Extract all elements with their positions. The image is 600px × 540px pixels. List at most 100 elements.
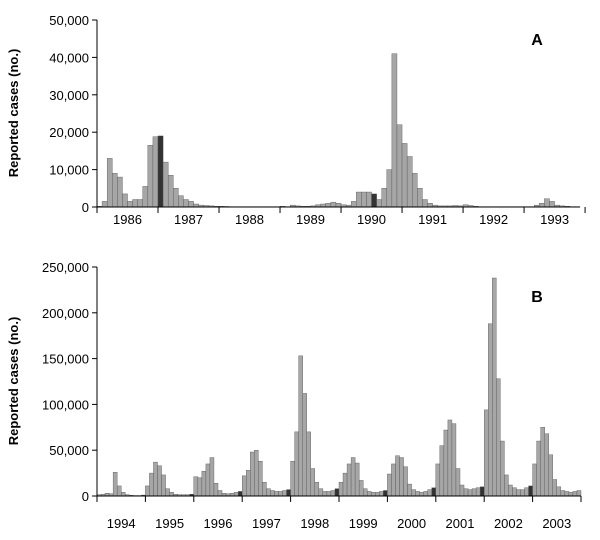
bar [295, 432, 299, 496]
y-tick-label: 50,000 [49, 13, 89, 28]
bar [537, 441, 541, 496]
bar [553, 480, 557, 496]
bar [521, 490, 525, 496]
bar [480, 487, 484, 496]
bar [153, 462, 157, 496]
y-tick-label: 0 [82, 489, 89, 504]
bar [557, 487, 561, 496]
bar [549, 201, 554, 207]
bar [133, 200, 138, 207]
x-tick-label: 1991 [418, 212, 447, 227]
bar [319, 489, 323, 496]
bar [504, 475, 508, 496]
bar [387, 170, 392, 207]
y-axis-title: Reported cases (no.) [6, 49, 21, 178]
bar [417, 188, 422, 207]
bar [168, 175, 173, 207]
bar [375, 492, 379, 496]
bar [117, 177, 122, 207]
bar [218, 491, 222, 497]
bar [326, 203, 331, 207]
bar [573, 491, 577, 496]
bar [569, 492, 573, 496]
bar [356, 192, 361, 207]
bar [488, 324, 492, 496]
bar [395, 456, 399, 496]
bar [412, 490, 416, 496]
bar [436, 464, 440, 496]
bar [500, 441, 504, 496]
bar [153, 137, 158, 207]
bar [460, 485, 464, 496]
bar [428, 490, 432, 496]
bar [148, 145, 153, 207]
bar [274, 491, 278, 496]
bar [361, 192, 366, 207]
x-tick-label: 1994 [107, 516, 136, 531]
bar [170, 492, 174, 496]
x-tick-label: 1999 [349, 516, 378, 531]
bar [539, 203, 544, 207]
bar [214, 483, 218, 496]
bar [158, 136, 163, 207]
bar [440, 446, 444, 496]
bar [412, 173, 417, 207]
x-tick-label: 1988 [235, 212, 264, 227]
bar [492, 278, 496, 496]
bar [432, 488, 436, 496]
bar [117, 486, 121, 496]
bar [456, 469, 460, 496]
bar [149, 473, 153, 496]
bar [145, 486, 149, 496]
bar [541, 427, 545, 496]
bar [238, 491, 242, 496]
bar [367, 491, 371, 496]
bar [387, 474, 391, 496]
x-tick-label: 1998 [300, 516, 329, 531]
bar [392, 54, 397, 207]
bar [283, 491, 287, 497]
bar [363, 489, 367, 496]
bar [420, 492, 424, 496]
bar [508, 485, 512, 496]
bar [258, 461, 262, 496]
bar [270, 491, 274, 497]
bar [331, 202, 336, 207]
bar [335, 489, 339, 496]
bar [561, 491, 565, 497]
bar [452, 424, 456, 496]
bar [121, 492, 125, 496]
bar [525, 488, 529, 496]
bar [407, 157, 412, 207]
bar [444, 430, 448, 496]
bar [371, 492, 375, 496]
bar [339, 482, 343, 496]
bar [359, 480, 363, 496]
bar [377, 200, 382, 207]
bar [484, 410, 488, 496]
bar [234, 492, 238, 496]
bar [448, 420, 452, 496]
bar [476, 488, 480, 496]
bar [565, 491, 569, 496]
bar [183, 200, 188, 207]
bar [545, 434, 549, 496]
bar [472, 489, 476, 496]
bar [178, 196, 183, 207]
bar [379, 491, 383, 496]
bar [383, 491, 387, 497]
x-tick-label: 1997 [252, 516, 281, 531]
panel-label: A [531, 32, 543, 49]
bar [162, 475, 166, 496]
bar [254, 450, 258, 496]
bar [210, 458, 214, 496]
y-tick-label: 150,000 [42, 352, 89, 367]
bar [138, 200, 143, 207]
bar [331, 491, 335, 497]
bar [246, 470, 250, 496]
bar [391, 464, 395, 496]
bar [198, 478, 202, 496]
bar [468, 490, 472, 496]
bar [287, 490, 291, 496]
bar [299, 356, 303, 496]
